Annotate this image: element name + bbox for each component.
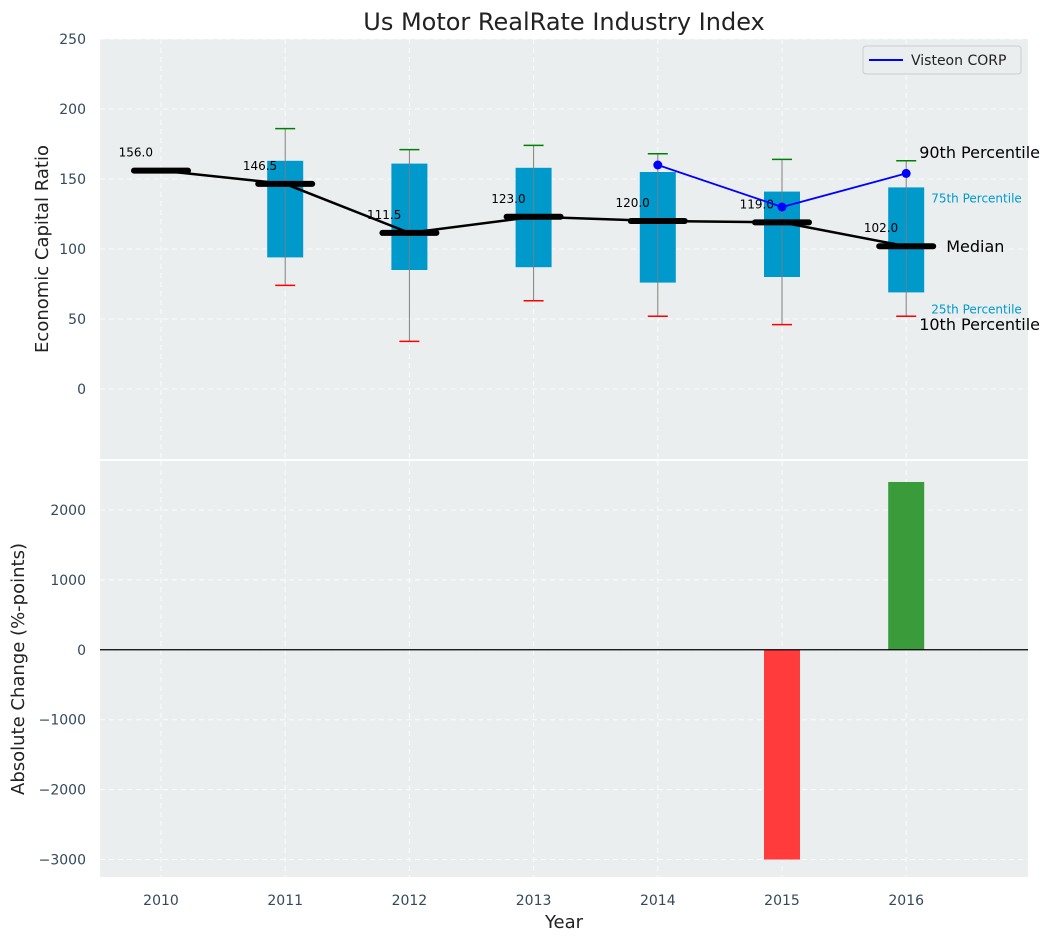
x-ticks: 2010 2011 2012 2013 2014 2015 2016 [143, 893, 924, 909]
x-tick-label: 2015 [764, 893, 800, 909]
annotation-median: Median [946, 237, 1004, 256]
change-bar [888, 481, 925, 650]
annotation-10th-percentile: 10th Percentile [919, 315, 1040, 334]
legend-box [862, 45, 1022, 75]
bottom-y-tick-label: −3000 [39, 853, 86, 869]
visteon-series-point [653, 160, 663, 170]
x-tick-label: 2012 [392, 893, 428, 909]
x-axis-label: Year [544, 912, 584, 933]
bottom-y-axis-label: Absolute Change (%-points) [8, 543, 29, 795]
bottom-y-tick-label: 2000 [50, 503, 86, 519]
bottom-plot-background [100, 461, 1028, 877]
percentile-annotations: 90th Percentile 75th Percentile Median 2… [919, 143, 1040, 334]
annotation-75th-percentile: 75th Percentile [931, 191, 1022, 205]
median-value-label: 120.0 [615, 196, 649, 210]
median-value-label: 146.5 [243, 159, 277, 173]
top-panel: 156.0 146.5 111.5 123.0 120.0 119.0 102.0 0 50 1… [32, 32, 1040, 459]
top-y-tick-label: 100 [59, 242, 86, 258]
top-y-tick-label: 50 [68, 312, 86, 328]
top-y-tick-label: 250 [59, 32, 86, 48]
top-y-tick-label: 200 [59, 102, 86, 118]
chart-title: Us Motor RealRate Industry Index [363, 8, 765, 36]
visteon-series-point [777, 202, 787, 212]
top-marks: 156.0 146.5 111.5 123.0 120.0 119.0 102.0 [119, 127, 937, 343]
median-value-label: 102.0 [864, 221, 898, 235]
legend-label: Visteon CORP [911, 53, 1006, 69]
top-y-axis-label: Economic Capital Ratio [32, 145, 53, 353]
median-value-label: 119.0 [740, 197, 774, 211]
annotation-90th-percentile: 90th Percentile [919, 143, 1040, 162]
bottom-y-tick-label: −1000 [39, 713, 86, 729]
annotation-25th-percentile: 25th Percentile [931, 302, 1022, 316]
x-tick-label: 2013 [516, 893, 552, 909]
change-bar [764, 649, 800, 860]
x-tick-label: 2010 [143, 893, 179, 909]
legend: Visteon CORP [862, 45, 1022, 75]
x-tick-label: 2016 [888, 893, 924, 909]
x-tick-label: 2014 [640, 893, 676, 909]
bottom-marks [100, 481, 1028, 860]
bottom-y-tick-label: −2000 [39, 783, 86, 799]
bottom-y-tick-label: 0 [77, 643, 86, 659]
top-y-tick-label: 150 [59, 172, 86, 188]
bottom-y-tick-label: 1000 [50, 573, 86, 589]
bottom-y-ticks: −3000 −2000 −1000 0 1000 2000 [39, 503, 86, 869]
median-value-label: 123.0 [491, 192, 525, 206]
visteon-series-point [901, 168, 911, 178]
median-value-label: 111.5 [367, 208, 401, 222]
top-y-ticks: 0 50 100 150 200 250 [59, 32, 86, 398]
median-value-label: 156.0 [119, 146, 153, 160]
top-y-tick-label: 0 [77, 382, 86, 398]
x-tick-label: 2011 [267, 893, 303, 909]
